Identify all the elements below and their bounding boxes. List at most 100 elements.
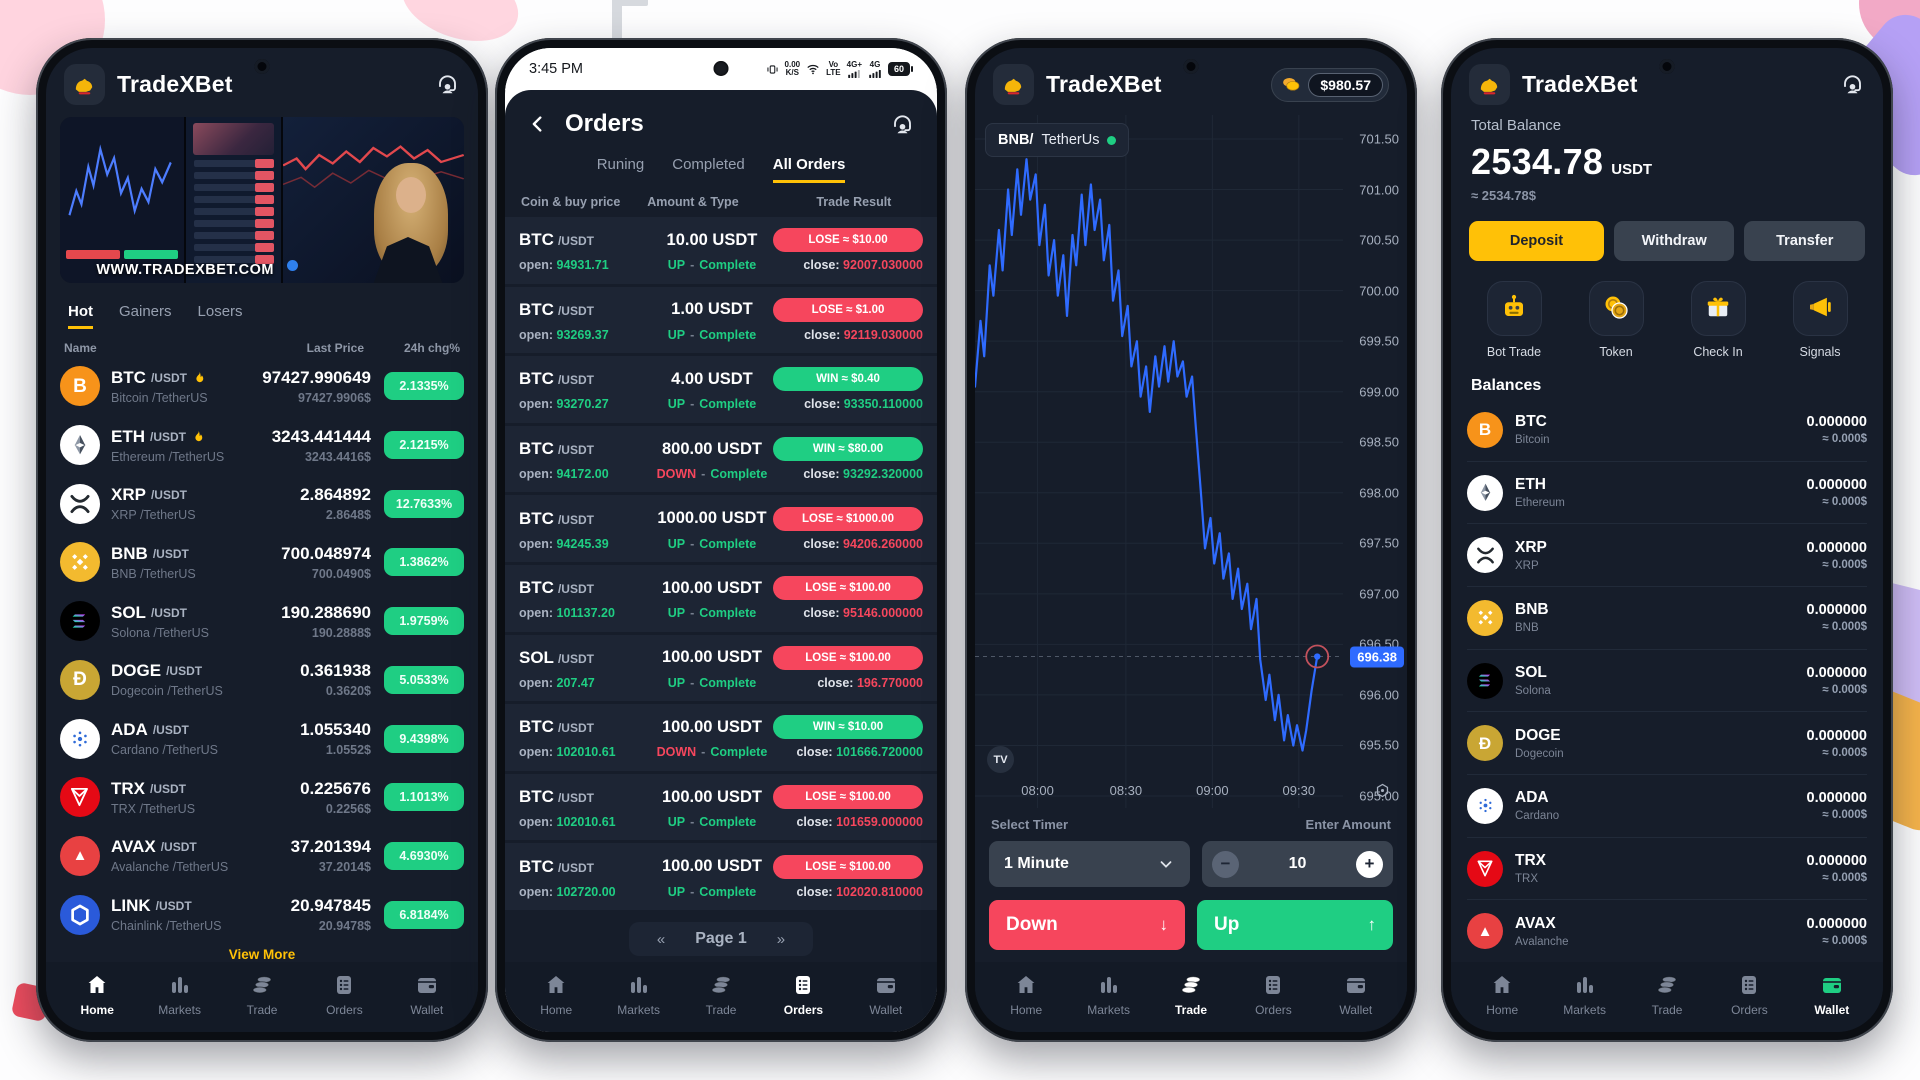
pair-selector-chip[interactable]: BNB/TetherUs bbox=[985, 123, 1130, 157]
banner-list-row bbox=[193, 231, 274, 240]
market-tab[interactable]: Gainers bbox=[119, 303, 172, 320]
coin-row[interactable]: ▲ AVAX /USDT Avalanche /TetherUS 37.2013… bbox=[60, 827, 464, 886]
close-label: close: bbox=[803, 467, 840, 482]
nav-item-wallet[interactable]: Wallet bbox=[1791, 973, 1873, 1017]
x-axis-label: 09:00 bbox=[1196, 783, 1229, 798]
balance-row[interactable]: BNB BNB 0.000000 ≈ 0.000$ bbox=[1467, 586, 1867, 649]
coin-row[interactable]: Ð DOGE /USDT Dogecoin /TetherUS 0.361938… bbox=[60, 651, 464, 710]
balance-pill[interactable]: $980.57 bbox=[1271, 67, 1389, 102]
coin-pair: /USDT bbox=[166, 664, 203, 679]
order-result-badge: LOSE ≈ $1000.00 bbox=[773, 506, 923, 531]
balance-row[interactable]: B BTC Bitcoin 0.000000 ≈ 0.000$ bbox=[1467, 399, 1867, 461]
nav-item-home[interactable]: Home bbox=[56, 973, 138, 1017]
coin-last-price: 97427.990649 bbox=[262, 367, 371, 387]
bet-down-button[interactable]: Down ↓ bbox=[989, 900, 1185, 950]
nav-item-home[interactable]: Home bbox=[515, 973, 597, 1017]
coin-name: XRP /TetherUS bbox=[111, 508, 196, 523]
order-tab[interactable]: All Orders bbox=[772, 156, 846, 183]
open-price: 94172.00 bbox=[556, 467, 609, 482]
col-name: Name bbox=[64, 341, 97, 355]
coin-row[interactable]: TRX /USDT TRX /TetherUS 0.225676 0.2256$… bbox=[60, 768, 464, 827]
order-state: Complete bbox=[710, 467, 768, 482]
chart-settings-icon[interactable] bbox=[1374, 782, 1391, 799]
order-tab[interactable]: Runing bbox=[596, 156, 645, 173]
bet-up-button[interactable]: Up ↑ bbox=[1197, 900, 1393, 950]
shortcut-token[interactable]: Token bbox=[1588, 281, 1644, 359]
decrease-amount-button[interactable]: − bbox=[1212, 850, 1239, 878]
nav-item-markets[interactable]: Markets bbox=[138, 973, 220, 1017]
coin-pair: /USDT bbox=[150, 605, 187, 620]
order-direction: UP bbox=[667, 815, 686, 830]
back-icon[interactable] bbox=[527, 113, 549, 135]
nav-item-markets[interactable]: Markets bbox=[1067, 973, 1149, 1017]
change-badge: 1.3862% bbox=[384, 548, 464, 577]
net-speed-unit: K/S bbox=[785, 68, 799, 77]
order-amount: 1000.00 USDT bbox=[657, 509, 767, 528]
next-page-button[interactable]: » bbox=[776, 930, 786, 948]
support-headset-icon[interactable] bbox=[435, 72, 460, 97]
deposit-button[interactable]: Deposit bbox=[1469, 221, 1604, 261]
order-amount: 1.00 USDT bbox=[671, 300, 753, 319]
shortcut-check-in[interactable]: Check In bbox=[1690, 281, 1746, 359]
balance-row[interactable]: ADA Cardano 0.000000 ≈ 0.000$ bbox=[1467, 774, 1867, 837]
coin-row[interactable]: SOL /USDT Solona /TetherUS 190.288690 19… bbox=[60, 592, 464, 651]
market-tab[interactable]: Hot bbox=[68, 303, 93, 329]
coin-row[interactable]: ADA /USDT Cardano /TetherUS 1.055340 1.0… bbox=[60, 709, 464, 768]
coin-row[interactable]: XRP /USDT XRP /TetherUS 2.864892 2.8648$… bbox=[60, 474, 464, 533]
nav-item-orders[interactable]: Orders bbox=[762, 973, 844, 1017]
nav-item-trade[interactable]: Trade bbox=[680, 973, 762, 1017]
order-pair: /USDT bbox=[557, 582, 594, 597]
coin-row[interactable]: B BTC /USDT Bitcoin /TetherUS 97427.9906… bbox=[60, 357, 464, 416]
nav-item-trade[interactable]: Trade bbox=[221, 973, 303, 1017]
coin-pair: /USDT bbox=[155, 899, 192, 914]
nav-item-trade[interactable]: Trade bbox=[1150, 973, 1232, 1017]
coin-symbol: BNB bbox=[111, 543, 148, 563]
nav-item-orders[interactable]: Orders bbox=[303, 973, 385, 1017]
order-tab[interactable]: Completed bbox=[672, 156, 745, 173]
timer-select[interactable]: 1 Minute bbox=[989, 841, 1190, 887]
shortcut-bot-trade[interactable]: Bot Trade bbox=[1486, 281, 1542, 359]
view-more-link[interactable]: View More bbox=[228, 947, 296, 962]
nav-item-markets[interactable]: Markets bbox=[1543, 973, 1625, 1017]
coin-row[interactable]: BNB /USDT BNB /TetherUS 700.048974 700.0… bbox=[60, 533, 464, 592]
transfer-button[interactable]: Transfer bbox=[1744, 221, 1865, 261]
nav-item-wallet[interactable]: Wallet bbox=[1315, 973, 1397, 1017]
balance-row[interactable]: SOL Solona 0.000000 ≈ 0.000$ bbox=[1467, 648, 1867, 712]
order-amount: 800.00 USDT bbox=[661, 439, 762, 458]
promo-banner[interactable]: WWW.TRADEXBET.COM bbox=[60, 117, 464, 283]
order-symbol: BTC bbox=[519, 508, 554, 528]
nav-item-wallet[interactable]: Wallet bbox=[386, 973, 468, 1017]
nav-item-trade[interactable]: Trade bbox=[1626, 973, 1708, 1017]
withdraw-button[interactable]: Withdraw bbox=[1613, 221, 1735, 261]
balance-row[interactable]: ▲ AVAX Avalanche 0.000000 ≈ 0.000$ bbox=[1467, 899, 1867, 962]
increase-amount-button[interactable]: + bbox=[1356, 850, 1383, 878]
nav-item-orders[interactable]: Orders bbox=[1708, 973, 1790, 1017]
link-coin-icon bbox=[60, 894, 100, 935]
home-icon bbox=[85, 973, 109, 997]
phone-trade: TradeXBet $980.57 BNB/TetherUs 701.50 701… bbox=[965, 38, 1417, 1042]
nav-item-wallet[interactable]: Wallet bbox=[845, 973, 927, 1017]
nav-item-orders[interactable]: Orders bbox=[1232, 973, 1314, 1017]
network-4gplus: 4G+ bbox=[846, 59, 862, 69]
balance-row[interactable]: Ð DOGE Dogecoin 0.000000 ≈ 0.000$ bbox=[1467, 711, 1867, 774]
coin-row[interactable]: ETH /USDT Ethereum /TetherUS 3243.441444… bbox=[60, 416, 464, 475]
support-headset-icon[interactable] bbox=[890, 112, 915, 137]
nav-item-home[interactable]: Home bbox=[1461, 973, 1543, 1017]
balance-row[interactable]: ETH Ethereum 0.000000 ≈ 0.000$ bbox=[1467, 460, 1867, 524]
y-axis-label: 697.50 bbox=[1359, 535, 1399, 551]
prev-page-button[interactable]: « bbox=[656, 930, 666, 948]
market-tab[interactable]: Losers bbox=[197, 303, 243, 320]
shortcut-signals[interactable]: Signals bbox=[1792, 281, 1848, 359]
coin-price-usd: 700.0490$ bbox=[311, 566, 371, 581]
balance-row[interactable]: TRX TRX 0.000000 ≈ 0.000$ bbox=[1467, 836, 1867, 900]
amount-value[interactable]: 10 bbox=[1288, 855, 1307, 872]
nav-item-markets[interactable]: Markets bbox=[597, 973, 679, 1017]
bottom-nav: Home Markets Trade Orders Wallet bbox=[1451, 962, 1883, 1032]
nav-item-home[interactable]: Home bbox=[985, 973, 1067, 1017]
support-headset-icon[interactable] bbox=[1840, 72, 1865, 97]
balance-row[interactable]: XRP XRP 0.000000 ≈ 0.000$ bbox=[1467, 523, 1867, 586]
coin-row[interactable]: LINK /USDT Chainlink /TetherUS 20.947845… bbox=[60, 885, 464, 944]
order-symbol: BTC bbox=[519, 439, 554, 459]
total-balance-approx: ≈ 2534.78$ bbox=[1471, 188, 1536, 203]
flame-icon bbox=[191, 429, 206, 444]
